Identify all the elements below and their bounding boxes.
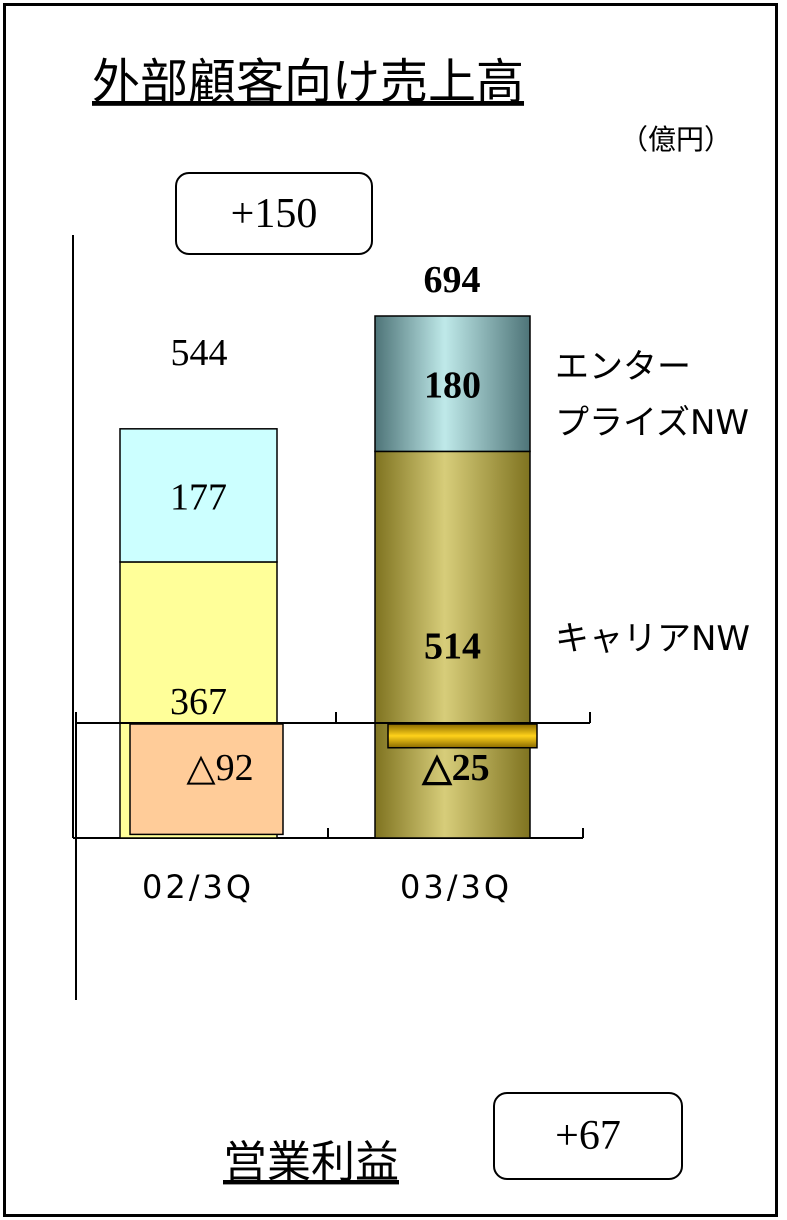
total-03-3q: 694 [424, 259, 481, 301]
label-03-3q-carrier: 514 [424, 626, 481, 668]
profit-label-03-3q: △25 [421, 747, 489, 789]
label-02-3q-enterprise: 177 [170, 476, 227, 518]
bar-03-3q-enterprise-nw [374, 315, 531, 453]
series-label-enterprise-line2: プライズNW [555, 403, 749, 443]
bar-02-3q-enterprise-nw [119, 428, 278, 563]
category-02-3q: 02/3Q [142, 868, 254, 906]
profit-bar-03-3q [387, 723, 538, 749]
label-03-3q-enterprise: 180 [424, 365, 481, 407]
profit-bar-02-3q [129, 723, 284, 836]
profit-label-02-3q: △92 [186, 747, 253, 789]
label-02-3q-carrier: 367 [170, 681, 227, 723]
sales-title: 外部顧客向け売上高 [92, 54, 524, 110]
category-03-3q: 03/3Q [400, 868, 512, 906]
chart-frame [3, 3, 778, 1217]
unit-label: （億円） [620, 123, 732, 156]
series-label-carrier: キャリアNW [555, 619, 750, 659]
series-label-enterprise-line1: エンター [555, 347, 691, 387]
sales-change-callout: +150 [175, 172, 373, 255]
total-02-3q: 544 [171, 332, 228, 374]
profit-change-callout: +67 [493, 1092, 683, 1180]
bar-03-3q-carrier-nw [374, 450, 531, 839]
profit-title: 営業利益 [223, 1137, 399, 1188]
